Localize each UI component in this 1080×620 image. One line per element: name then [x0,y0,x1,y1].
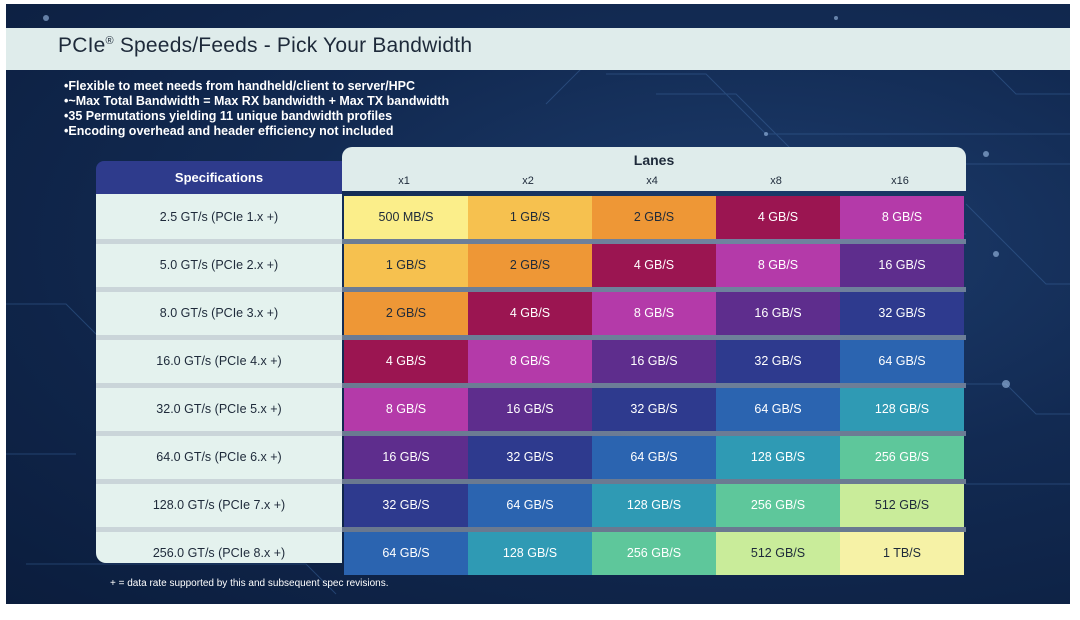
bandwidth-cell: 4 GB/S [344,340,468,383]
lane-label-x1: x1 [398,175,410,187]
bandwidth-cell: 8 GB/S [344,388,468,431]
bandwidth-cell: 16 GB/S [840,244,964,287]
lanes-title: Lanes [633,152,675,168]
spec-label: 16.0 GT/s (PCIe 4.x +) [156,354,282,368]
row-separator [96,479,966,484]
spec-label: 2.5 GT/s (PCIe 1.x +) [159,210,279,224]
lanes-header: Lanes x1 x2 x4 x8 x16 [342,147,966,191]
bullet-item: Encoding overhead and header efficiency … [64,124,449,139]
specifications-header: Specifications [96,161,342,194]
slide: PCIe® Speeds/Feeds - Pick Your Bandwidth… [6,4,1070,604]
bullet-list: Flexible to meet needs from handheld/cli… [64,79,449,139]
bandwidth-cell: 8 GB/S [592,292,716,335]
row-separator [96,527,966,532]
bandwidth-cell: 256 GB/S [592,532,716,575]
bandwidth-cell: 32 GB/S [840,292,964,335]
bandwidth-cell: 64 GB/S [840,340,964,383]
bandwidth-cell: 16 GB/S [468,388,592,431]
spec-label: 32.0 GT/s (PCIe 5.x +) [156,402,282,416]
bandwidth-cell: 32 GB/S [592,388,716,431]
footnote: + = data rate supported by this and subs… [110,578,389,589]
bandwidth-cell: 16 GB/S [592,340,716,383]
spec-label: 64.0 GT/s (PCIe 6.x +) [156,450,282,464]
bandwidth-cell: 4 GB/S [468,292,592,335]
spec-label: 8.0 GT/s (PCIe 3.x +) [159,306,279,320]
bandwidth-cell: 8 GB/S [716,244,840,287]
bandwidth-cell: 64 GB/S [344,532,468,575]
bandwidth-cell: 128 GB/S [716,436,840,479]
bandwidth-cell: 128 GB/S [840,388,964,431]
row-separator [96,431,966,436]
bandwidth-cell: 32 GB/S [468,436,592,479]
bullet-item: 35 Permutations yielding 11 unique bandw… [64,109,449,124]
specifications-column: 2.5 GT/s (PCIe 1.x +) 5.0 GT/s (PCIe 2.x … [96,194,342,563]
bandwidth-cell: 8 GB/S [468,340,592,383]
spec-label: 5.0 GT/s (PCIe 2.x +) [159,258,279,272]
page-title: PCIe® Speeds/Feeds - Pick Your Bandwidth [58,34,473,57]
bandwidth-cell: 1 GB/S [468,196,592,239]
bandwidth-cell: 32 GB/S [344,484,468,527]
bullet-item: ~Max Total Bandwidth = Max RX bandwidth … [64,94,449,109]
bandwidth-cell: 128 GB/S [468,532,592,575]
bandwidth-cell: 8 GB/S [840,196,964,239]
row-separator [96,335,966,340]
bullet-item: Flexible to meet needs from handheld/cli… [64,79,449,94]
bandwidth-cell: 128 GB/S [592,484,716,527]
bandwidth-cell: 500 MB/S [344,196,468,239]
spec-label: 256.0 GT/s (PCIe 8.x +) [152,546,286,560]
bandwidth-cell: 32 GB/S [716,340,840,383]
bandwidth-cell: 2 GB/S [344,292,468,335]
bandwidth-cell: 256 GB/S [840,436,964,479]
bandwidth-cell: 512 GB/S [716,532,840,575]
bandwidth-cell: 1 TB/S [840,532,964,575]
bandwidth-cell: 4 GB/S [592,244,716,287]
bandwidth-cell: 4 GB/S [716,196,840,239]
bandwidth-cell: 16 GB/S [344,436,468,479]
lane-label-x8: x8 [770,175,782,187]
bandwidth-cell: 16 GB/S [716,292,840,335]
title-bar: PCIe® Speeds/Feeds - Pick Your Bandwidth [6,28,1070,70]
row-separator [96,239,966,244]
lane-label-x4: x4 [646,175,658,187]
bandwidth-cell: 512 GB/S [840,484,964,527]
bandwidth-table: Lanes x1 x2 x4 x8 x16 Specifications 2.5… [96,147,966,575]
lane-label-x2: x2 [522,175,534,187]
bandwidth-cell: 2 GB/S [468,244,592,287]
bandwidth-cell: 256 GB/S [716,484,840,527]
spec-label: 128.0 GT/s (PCIe 7.x +) [152,498,286,512]
row-separator [96,383,966,388]
bandwidth-cell: 1 GB/S [344,244,468,287]
lane-label-x16: x16 [891,175,909,187]
bandwidth-cell: 64 GB/S [716,388,840,431]
bandwidth-cell: 64 GB/S [468,484,592,527]
row-separator [96,287,966,292]
bandwidth-cell: 2 GB/S [592,196,716,239]
bandwidth-cell: 64 GB/S [592,436,716,479]
